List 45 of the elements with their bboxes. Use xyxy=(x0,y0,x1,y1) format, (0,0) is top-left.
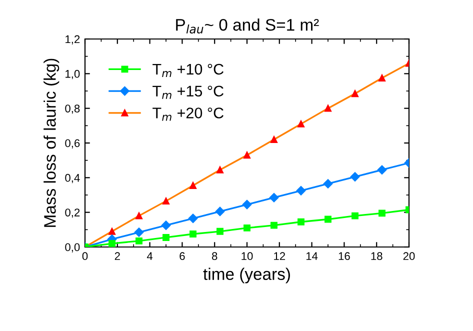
point xyxy=(350,172,360,182)
point xyxy=(269,192,279,202)
point xyxy=(242,200,252,210)
x-tick-label: 10 xyxy=(242,252,253,260)
legend-label: T$_{m}$ +20 °C xyxy=(152,108,224,121)
chart-title: P$_{lau}$~ 0 and S=1 m² xyxy=(176,18,319,34)
point xyxy=(352,212,358,220)
x-tick-label: 14 xyxy=(306,252,318,260)
point xyxy=(324,216,332,223)
x-tick-label: 12 xyxy=(274,252,286,260)
y-tick-label: 0,8 xyxy=(65,104,80,114)
point xyxy=(136,237,142,244)
point xyxy=(323,179,333,188)
point xyxy=(216,228,224,235)
x-tick-label: 8 xyxy=(212,252,218,260)
y-tick-label: 1,0 xyxy=(66,70,80,80)
x-tick-label: 18 xyxy=(371,252,382,260)
point xyxy=(296,186,306,196)
point xyxy=(162,234,170,241)
x-tick-label: 2 xyxy=(114,252,120,260)
point xyxy=(108,240,116,247)
legend-label: T$_{m}$ +10 °C xyxy=(152,64,224,77)
x-tick-label: 0 xyxy=(82,252,88,260)
x-tick-label: 16 xyxy=(338,252,350,260)
x-tick-label: 20 xyxy=(403,252,415,260)
point xyxy=(188,214,198,224)
point xyxy=(377,165,387,174)
point xyxy=(298,218,304,226)
legend-label: T$_{m}$ +15 °C xyxy=(152,86,224,99)
y-tick-label: 0,6 xyxy=(65,139,80,148)
y-tick-label: 0,0 xyxy=(65,243,80,252)
y-tick-label: 1,2 xyxy=(66,35,80,44)
point xyxy=(270,222,278,229)
x-axis-title: time (years) xyxy=(203,268,290,284)
y-axis-title: Mass loss of lauric (kg) xyxy=(44,58,60,227)
point xyxy=(378,210,386,217)
point xyxy=(134,228,144,237)
point xyxy=(190,230,196,238)
point xyxy=(215,206,225,216)
point xyxy=(161,220,171,230)
y-tick-label: 0,4 xyxy=(65,174,80,184)
x-tick-label: 4 xyxy=(146,252,153,260)
y-tick-label: 0,2 xyxy=(65,208,80,218)
point xyxy=(244,224,250,232)
x-tick-label: 6 xyxy=(180,252,185,260)
